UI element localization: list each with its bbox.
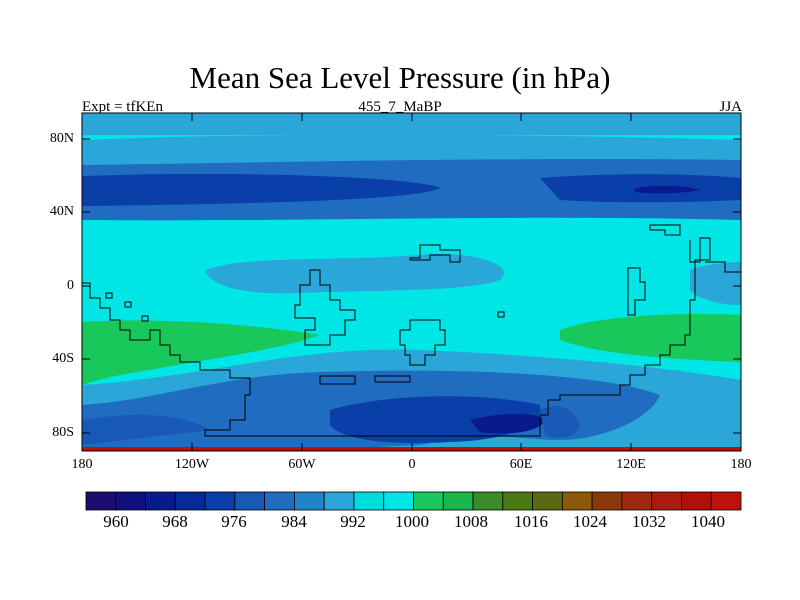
coast-island-2 — [374, 375, 411, 383]
field-southern-ocean-west — [82, 414, 210, 445]
colorbar-box — [115, 491, 146, 511]
colorbar-box — [204, 491, 236, 511]
colorbar-box — [353, 491, 385, 511]
coast-island-3 — [649, 224, 681, 236]
field-tropical-low-east — [690, 262, 741, 305]
colorbar-label: 992 — [340, 512, 366, 531]
xtick-label: 120W — [174, 457, 210, 472]
xtick-label: 60W — [288, 457, 316, 472]
colorbar-box — [651, 491, 682, 511]
ytick-label: 40N — [49, 204, 74, 219]
subtitle-left: Expt = tfKEn — [82, 99, 163, 115]
coastlines — [82, 224, 741, 437]
colorbar-label: 1032 — [632, 512, 666, 531]
colorbar-box — [561, 491, 593, 511]
colorbar — [85, 491, 742, 511]
xtick-label: 180 — [71, 457, 93, 472]
xtick-label: 180 — [730, 457, 752, 472]
xtick-label: 60E — [509, 457, 533, 472]
colorbar-box — [323, 491, 355, 511]
colorbar-label: 976 — [221, 512, 247, 531]
colorbar-box — [174, 491, 206, 511]
xtick-label: 0 — [408, 457, 416, 472]
coast-africa-south — [399, 319, 446, 366]
coast-islet-2 — [124, 301, 132, 308]
coast-north-africa — [409, 244, 461, 263]
field-high-indian — [560, 313, 741, 362]
coast-island-1 — [319, 375, 356, 385]
colorbar-box — [264, 491, 295, 511]
colorbar-box — [591, 491, 623, 511]
colorbar-box — [472, 491, 504, 511]
xtick-label: 120E — [616, 457, 646, 472]
field-high-southpacific — [82, 320, 320, 385]
axis-ticks — [82, 113, 741, 451]
colorbar-label: 1000 — [395, 512, 429, 531]
pressure-field — [82, 113, 741, 451]
colorbar-label: 984 — [281, 512, 307, 531]
chart-title: Mean Sea Level Pressure (in hPa) — [189, 60, 611, 95]
ytick-label: 40S — [52, 351, 74, 366]
colorbar-box — [621, 491, 653, 511]
colorbar-box — [413, 491, 444, 511]
field-subpolar-core-west — [82, 173, 440, 206]
ytick-label: 80N — [49, 131, 74, 146]
colorbar-box — [234, 491, 266, 511]
coast-main — [82, 237, 711, 437]
colorbar-box — [532, 491, 563, 511]
colorbar-label: 1040 — [691, 512, 725, 531]
ytick-label: 80S — [52, 425, 74, 440]
colorbar-box — [85, 491, 117, 511]
colorbar-label: 1016 — [514, 512, 548, 531]
colorbar-box — [681, 491, 712, 511]
ytick-label: 0 — [67, 278, 74, 293]
coast-india — [627, 267, 646, 316]
coast-islet-1 — [105, 292, 113, 299]
field-antarctic-east — [540, 405, 580, 438]
colorbar-box — [710, 491, 742, 511]
subtitle-right: JJA — [719, 99, 742, 115]
colorbar-label: 1024 — [573, 512, 607, 531]
field-subpolar-deep-east — [635, 185, 700, 194]
coast-islet-4 — [497, 311, 505, 318]
coast-islet-3 — [141, 315, 149, 322]
colorbar-box — [383, 491, 414, 511]
colorbar-box — [502, 491, 533, 511]
field-arctic-top — [82, 113, 741, 135]
colorbar-box — [294, 491, 325, 511]
field-tropical-low-west — [205, 253, 504, 294]
field-antarctic-core — [470, 414, 545, 434]
coast-central-america — [294, 269, 356, 346]
subtitle-center: 455_7_MaBP — [358, 99, 442, 115]
colorbar-box — [145, 491, 176, 511]
colorbar-label: 1008 — [454, 512, 488, 531]
coast-east-asia — [705, 261, 741, 273]
colorbar-box — [442, 491, 474, 511]
colorbar-label: 968 — [162, 512, 188, 531]
colorbar-label: 960 — [103, 512, 129, 531]
field-arctic-band — [82, 134, 741, 166]
